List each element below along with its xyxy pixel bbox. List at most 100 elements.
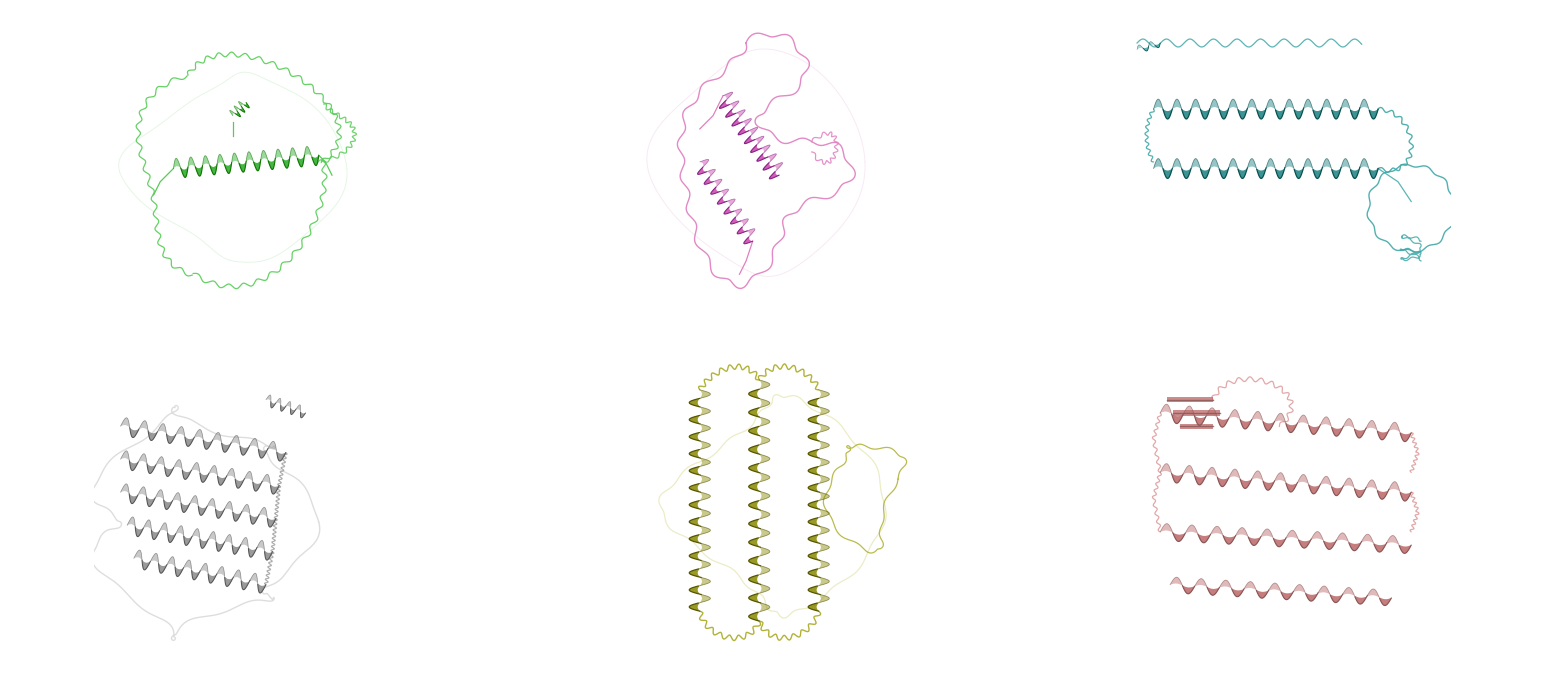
Polygon shape xyxy=(147,464,156,474)
Polygon shape xyxy=(1275,413,1285,424)
Polygon shape xyxy=(130,428,139,437)
Polygon shape xyxy=(1304,158,1313,170)
Polygon shape xyxy=(235,106,239,111)
Polygon shape xyxy=(743,237,752,244)
Polygon shape xyxy=(1321,477,1332,487)
Polygon shape xyxy=(165,466,173,477)
Polygon shape xyxy=(1298,474,1309,485)
Polygon shape xyxy=(749,520,760,528)
Polygon shape xyxy=(182,470,192,479)
Polygon shape xyxy=(749,408,760,417)
Polygon shape xyxy=(740,219,748,227)
Polygon shape xyxy=(136,527,144,537)
Polygon shape xyxy=(1366,480,1378,491)
Polygon shape xyxy=(199,539,209,549)
Polygon shape xyxy=(286,402,290,408)
Polygon shape xyxy=(1264,421,1275,431)
Polygon shape xyxy=(1241,479,1251,489)
Polygon shape xyxy=(689,450,700,458)
Polygon shape xyxy=(1369,168,1378,179)
Polygon shape xyxy=(1163,109,1173,119)
Polygon shape xyxy=(705,177,714,184)
Polygon shape xyxy=(277,398,281,405)
Polygon shape xyxy=(1244,582,1256,590)
Polygon shape xyxy=(723,92,732,100)
Polygon shape xyxy=(720,100,729,109)
Polygon shape xyxy=(1143,46,1149,51)
Polygon shape xyxy=(184,560,192,571)
Polygon shape xyxy=(817,560,830,569)
Polygon shape xyxy=(689,433,700,441)
Polygon shape xyxy=(689,586,701,594)
Polygon shape xyxy=(167,433,176,443)
Polygon shape xyxy=(239,106,244,113)
Polygon shape xyxy=(698,543,711,552)
Polygon shape xyxy=(1182,109,1191,119)
Polygon shape xyxy=(749,389,760,398)
Polygon shape xyxy=(159,563,167,573)
Polygon shape xyxy=(121,484,130,494)
Polygon shape xyxy=(1298,539,1312,548)
Polygon shape xyxy=(700,475,711,484)
Polygon shape xyxy=(230,111,235,116)
Polygon shape xyxy=(1247,158,1256,169)
Polygon shape xyxy=(233,512,243,521)
Polygon shape xyxy=(235,111,241,117)
Polygon shape xyxy=(817,492,830,501)
Polygon shape xyxy=(757,584,769,594)
Polygon shape xyxy=(283,156,290,168)
Polygon shape xyxy=(150,553,159,563)
Polygon shape xyxy=(216,509,224,518)
Polygon shape xyxy=(689,398,700,407)
Polygon shape xyxy=(769,171,779,179)
Polygon shape xyxy=(698,510,711,518)
Polygon shape xyxy=(232,545,241,554)
Polygon shape xyxy=(213,433,222,443)
Polygon shape xyxy=(689,552,701,560)
Polygon shape xyxy=(253,481,263,491)
Polygon shape xyxy=(202,156,210,166)
Polygon shape xyxy=(1154,99,1163,109)
Polygon shape xyxy=(1323,99,1332,111)
Polygon shape xyxy=(698,594,711,603)
Polygon shape xyxy=(689,518,701,526)
Polygon shape xyxy=(275,149,283,160)
Polygon shape xyxy=(1256,109,1265,119)
Polygon shape xyxy=(1313,108,1323,119)
Polygon shape xyxy=(1154,158,1163,168)
Polygon shape xyxy=(689,484,700,492)
Polygon shape xyxy=(1256,590,1268,598)
Polygon shape xyxy=(267,518,277,527)
Polygon shape xyxy=(1374,543,1387,552)
Polygon shape xyxy=(700,424,711,433)
Polygon shape xyxy=(195,429,204,440)
Polygon shape xyxy=(224,162,232,173)
Polygon shape xyxy=(763,162,774,170)
Polygon shape xyxy=(819,390,830,398)
Polygon shape xyxy=(817,543,830,552)
Polygon shape xyxy=(772,162,783,172)
Polygon shape xyxy=(1210,99,1219,110)
Polygon shape xyxy=(148,431,158,441)
Polygon shape xyxy=(210,164,218,175)
Polygon shape xyxy=(267,441,277,452)
Polygon shape xyxy=(173,158,181,168)
Polygon shape xyxy=(277,452,286,461)
Polygon shape xyxy=(184,536,192,545)
Polygon shape xyxy=(808,433,819,441)
Polygon shape xyxy=(1228,158,1238,169)
Polygon shape xyxy=(757,154,768,161)
Polygon shape xyxy=(218,476,227,485)
Polygon shape xyxy=(808,484,819,492)
Polygon shape xyxy=(159,523,168,533)
Polygon shape xyxy=(759,547,769,557)
Polygon shape xyxy=(216,567,226,578)
Polygon shape xyxy=(689,466,700,475)
Polygon shape xyxy=(1295,108,1304,119)
Polygon shape xyxy=(1276,168,1285,179)
Polygon shape xyxy=(121,451,130,461)
Polygon shape xyxy=(1200,109,1210,119)
Polygon shape xyxy=(749,482,760,491)
Polygon shape xyxy=(749,464,760,473)
Polygon shape xyxy=(689,569,701,578)
